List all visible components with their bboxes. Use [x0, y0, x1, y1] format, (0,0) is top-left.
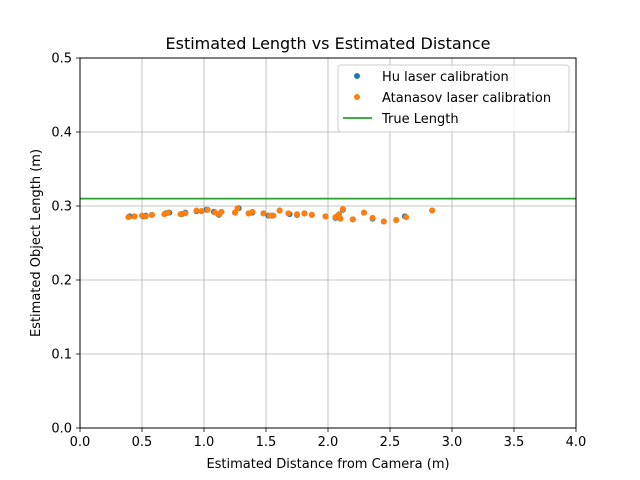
legend: Hu laser calibration Atanasov laser cali…: [337, 64, 570, 133]
y-axis-label: Estimated Object Length (m): [29, 149, 44, 337]
atanasov-point: [349, 216, 356, 223]
atanasov-point: [369, 214, 376, 221]
atanasov-point: [294, 211, 300, 218]
atanasov-point: [393, 217, 400, 224]
chart-title: Estimated Length vs Estimated Distance: [166, 34, 491, 53]
atanasov-point: [193, 207, 200, 214]
atanasov-point: [429, 207, 436, 214]
atanasov-point: [249, 208, 256, 215]
legend-label-true-length: True Length: [381, 112, 459, 127]
x-tick-label: 1.5: [256, 435, 277, 450]
atanasov-point: [148, 211, 155, 218]
atanasov-point: [204, 206, 211, 213]
atanasov-point: [218, 208, 225, 215]
y-tick-label: 0.0: [51, 422, 72, 437]
y-ticks: 0.0 0.1 0.2 0.3 0.4 0.5: [51, 52, 80, 437]
x-tick-label: 4.0: [566, 435, 587, 450]
atanasov-point: [308, 211, 315, 218]
atanasov-point: [339, 205, 346, 212]
legend-label-hu: Hu laser calibration: [382, 70, 509, 85]
y-tick-label: 0.3: [51, 200, 72, 215]
atanasov-point: [380, 218, 387, 225]
legend-marker-hu: [354, 73, 360, 79]
atanasov-point: [276, 207, 283, 214]
atanasov-point: [234, 205, 241, 212]
x-tick-label: 2.0: [318, 435, 339, 450]
atanasov-point: [142, 213, 149, 220]
x-axis-label: Estimated Distance from Camera (m): [206, 457, 449, 472]
atanasov-point: [285, 210, 292, 217]
atanasov-point: [403, 214, 410, 221]
atanasov-point: [232, 209, 238, 216]
data-marks: [80, 197, 576, 225]
x-tick-label: 0.0: [70, 435, 91, 450]
atanasov-point: [182, 210, 189, 217]
atanasov-point: [337, 215, 344, 222]
atanasov-point: [260, 210, 267, 217]
x-tick-label: 3.0: [442, 435, 463, 450]
atanasov-point: [322, 213, 329, 220]
x-tick-label: 1.0: [194, 435, 215, 450]
legend-box: [337, 64, 570, 133]
atanasov-point: [131, 213, 138, 220]
atanasov-point: [270, 212, 277, 219]
atanasov-point: [125, 214, 132, 221]
legend-label-atanasov: Atanasov laser calibration: [382, 91, 551, 106]
y-tick-label: 0.4: [51, 126, 72, 141]
atanasov-point: [165, 209, 172, 216]
atanasov-point: [198, 208, 205, 215]
x-tick-label: 2.5: [380, 435, 401, 450]
y-tick-label: 0.2: [51, 274, 72, 289]
y-tick-label: 0.1: [51, 348, 72, 363]
atanasov-point: [301, 210, 308, 217]
legend-marker-atanasov: [354, 94, 360, 100]
atanasov-point: [177, 211, 184, 218]
atanasov-point: [360, 209, 367, 216]
y-tick-label: 0.5: [51, 52, 72, 67]
plot-frame: [79, 57, 577, 429]
x-tick-label: 3.5: [504, 435, 525, 450]
x-ticks: 0.0 0.5 1.0 1.5 2.0 2.5 3.0 3.5 4.0: [70, 428, 587, 450]
x-tick-label: 0.5: [132, 435, 153, 450]
